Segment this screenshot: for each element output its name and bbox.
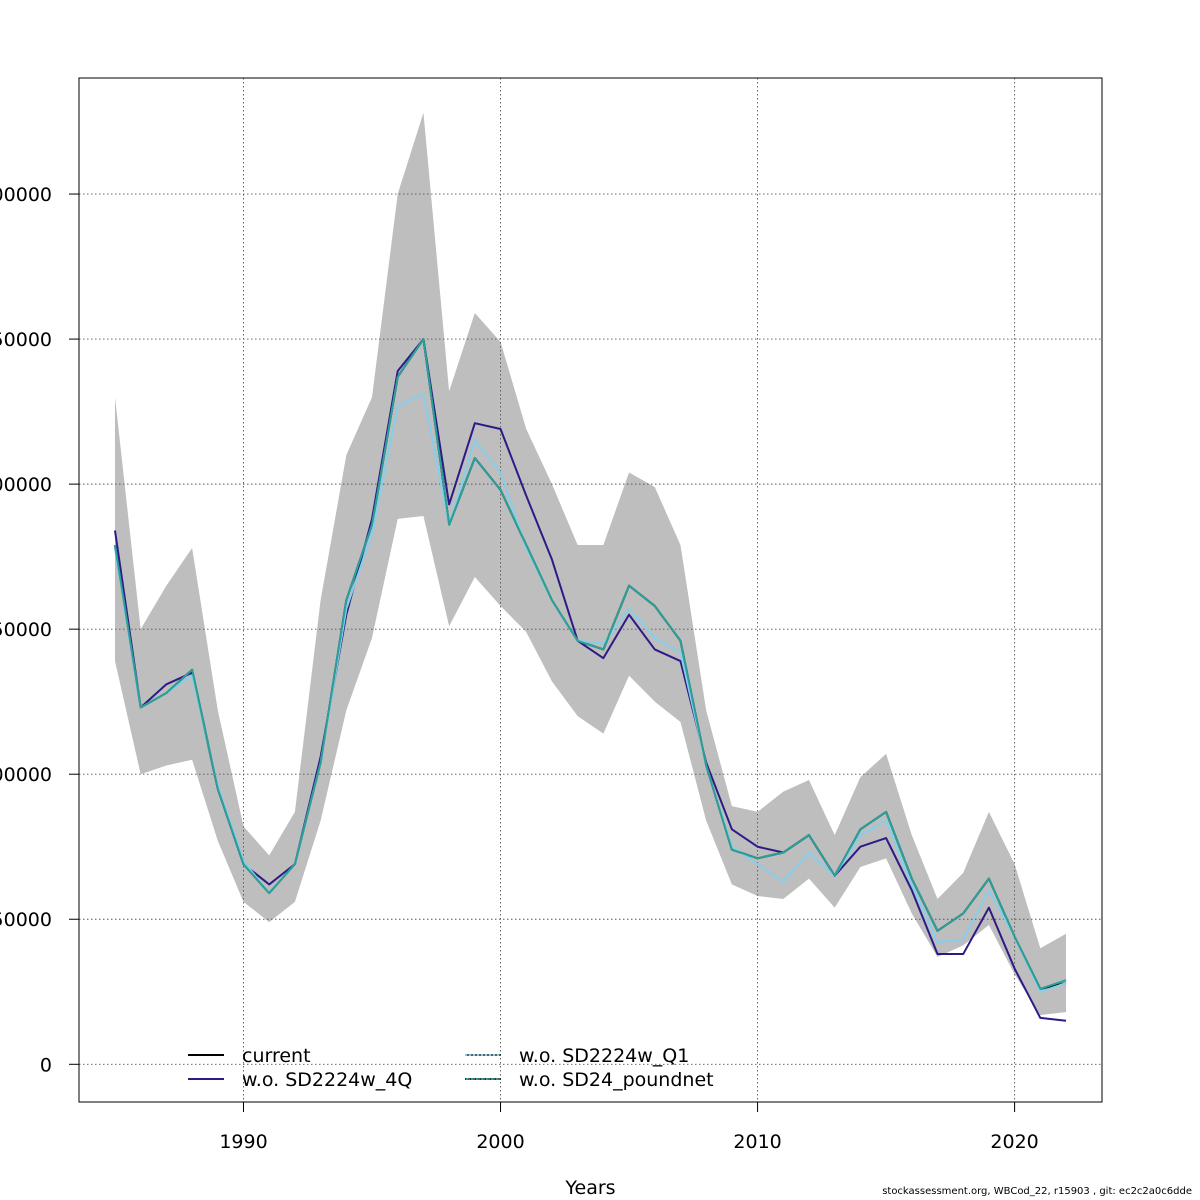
series-lines (113, 338, 1067, 1022)
series-line-4 (113, 338, 1067, 990)
legend-label: w.o. SD2224w_4Q (242, 1069, 412, 1091)
y-tick-label: 300000 (0, 184, 52, 206)
y-tick-label: 0 (40, 1054, 52, 1076)
y-tick-label: 50000 (0, 909, 52, 931)
legend-item-3: w.o. SD2224w_Q1 (465, 1045, 689, 1067)
legend-label: w.o. SD24_poundnet (519, 1069, 714, 1091)
x-tick-label: 2010 (733, 1131, 781, 1153)
y-tick-label: 250000 (0, 329, 52, 351)
series-line-2 (113, 338, 1067, 1022)
y-tick-label: 100000 (0, 764, 52, 786)
y-tick-label: 150000 (0, 619, 52, 641)
x-tick-label: 1990 (219, 1131, 267, 1153)
legend-item-4: w.o. SD24_poundnet (465, 1069, 714, 1091)
x-axis: 1990 2000 2010 2020 (219, 1101, 1039, 1153)
confidence-band-area (114, 112, 1067, 1015)
legend-item-1: current (188, 1045, 311, 1067)
legend-item-2: w.o. SD2224w_4Q (188, 1069, 412, 1091)
x-tick-label: 2020 (990, 1131, 1038, 1153)
x-axis-title: Years (564, 1177, 615, 1199)
legend-label: current (242, 1045, 311, 1067)
legend-label: w.o. SD2224w_Q1 (519, 1045, 689, 1067)
footer-credit: stockassessment.org, WBCod_22, r15903 , … (882, 1186, 1192, 1197)
x-tick-label: 2000 (476, 1131, 524, 1153)
grid (79, 78, 1102, 1102)
confidence-band (114, 112, 1067, 1015)
